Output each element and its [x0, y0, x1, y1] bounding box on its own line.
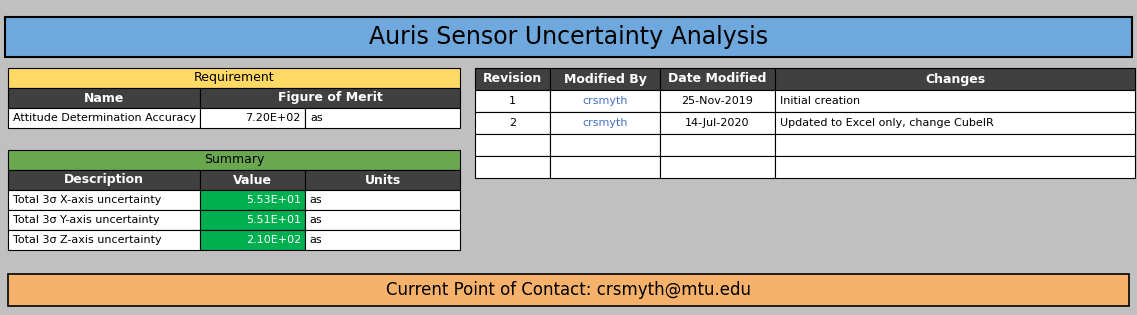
Text: Description: Description — [64, 174, 144, 186]
Text: crsmyth: crsmyth — [582, 118, 628, 128]
Bar — [200, 210, 305, 230]
Bar — [659, 112, 775, 134]
Text: 7.20E+02: 7.20E+02 — [244, 113, 300, 123]
Bar — [8, 230, 200, 250]
Text: Name: Name — [84, 91, 124, 105]
Text: as: as — [309, 235, 322, 245]
Bar — [775, 90, 1135, 112]
Text: Changes: Changes — [924, 72, 985, 85]
Text: 25-Nov-2019: 25-Nov-2019 — [681, 96, 754, 106]
Bar — [200, 190, 305, 210]
Text: Units: Units — [364, 174, 400, 186]
Bar — [550, 134, 659, 156]
Text: Total 3σ X-axis uncertainty: Total 3σ X-axis uncertainty — [13, 195, 161, 205]
Text: as: as — [309, 215, 322, 225]
Text: 14-Jul-2020: 14-Jul-2020 — [686, 118, 749, 128]
Bar — [8, 150, 460, 170]
Bar — [8, 210, 200, 230]
Bar — [550, 90, 659, 112]
Bar — [305, 210, 460, 230]
Bar — [659, 156, 775, 178]
Bar — [475, 134, 550, 156]
Bar — [200, 230, 305, 250]
Bar — [305, 170, 460, 190]
Bar — [659, 134, 775, 156]
Bar — [305, 230, 460, 250]
Bar — [475, 90, 550, 112]
Bar — [775, 134, 1135, 156]
Text: Initial creation: Initial creation — [780, 96, 860, 106]
Bar — [8, 274, 1129, 306]
Bar — [8, 108, 200, 128]
Text: 2: 2 — [509, 118, 516, 128]
Text: 5.51E+01: 5.51E+01 — [246, 215, 301, 225]
Text: Total 3σ Y-axis uncertainty: Total 3σ Y-axis uncertainty — [13, 215, 159, 225]
Text: 5.53E+01: 5.53E+01 — [246, 195, 301, 205]
Bar — [200, 170, 305, 190]
Bar — [659, 90, 775, 112]
Bar — [775, 156, 1135, 178]
Text: 2.10E+02: 2.10E+02 — [246, 235, 301, 245]
Text: Current Point of Contact: crsmyth@mtu.edu: Current Point of Contact: crsmyth@mtu.ed… — [385, 281, 752, 299]
Text: Total 3σ Z-axis uncertainty: Total 3σ Z-axis uncertainty — [13, 235, 161, 245]
Text: Modified By: Modified By — [564, 72, 647, 85]
Text: Date Modified: Date Modified — [669, 72, 766, 85]
Bar — [8, 190, 200, 210]
Bar — [305, 190, 460, 210]
Text: as: as — [309, 195, 322, 205]
Text: Updated to Excel only, change CubeIR: Updated to Excel only, change CubeIR — [780, 118, 994, 128]
Text: Auris Sensor Uncertainty Analysis: Auris Sensor Uncertainty Analysis — [368, 25, 769, 49]
Text: Figure of Merit: Figure of Merit — [277, 91, 382, 105]
Bar — [475, 156, 550, 178]
Bar — [200, 88, 460, 108]
Bar — [475, 112, 550, 134]
Bar — [8, 170, 200, 190]
Bar — [475, 68, 550, 90]
Bar — [200, 108, 305, 128]
Bar — [659, 68, 775, 90]
Bar — [550, 112, 659, 134]
Text: Requirement: Requirement — [193, 72, 274, 84]
Bar — [775, 112, 1135, 134]
Bar — [550, 156, 659, 178]
Bar — [8, 88, 200, 108]
Text: 1: 1 — [509, 96, 516, 106]
Bar — [550, 68, 659, 90]
Bar — [8, 68, 460, 88]
Text: Summary: Summary — [204, 153, 264, 167]
Text: Revision: Revision — [483, 72, 542, 85]
Bar — [305, 108, 460, 128]
Text: crsmyth: crsmyth — [582, 96, 628, 106]
Text: Attitude Determination Accuracy: Attitude Determination Accuracy — [13, 113, 196, 123]
Bar — [775, 68, 1135, 90]
Text: Value: Value — [233, 174, 272, 186]
Bar — [5, 17, 1132, 57]
Text: as: as — [310, 113, 323, 123]
